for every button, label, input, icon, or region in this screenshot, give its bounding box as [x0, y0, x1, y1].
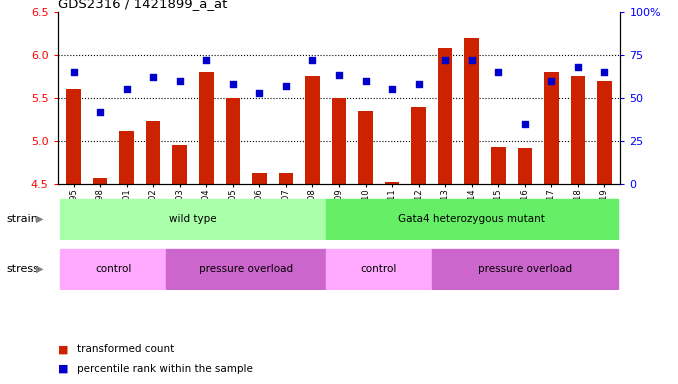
Point — [281, 83, 292, 89]
Point — [201, 57, 212, 63]
Point — [466, 57, 477, 63]
Bar — [438, 48, 452, 184]
Text: Gata4 heterozygous mutant: Gata4 heterozygous mutant — [398, 214, 545, 224]
Bar — [332, 98, 346, 184]
Bar — [146, 121, 161, 184]
Bar — [252, 173, 266, 184]
Text: control: control — [95, 264, 132, 274]
Point — [334, 72, 344, 78]
Bar — [358, 111, 373, 184]
Text: GDS2316 / 1421899_a_at: GDS2316 / 1421899_a_at — [58, 0, 227, 10]
Bar — [517, 148, 532, 184]
Bar — [119, 131, 134, 184]
Point — [227, 81, 238, 87]
Bar — [597, 81, 612, 184]
Text: pressure overload: pressure overload — [199, 264, 293, 274]
Point — [95, 109, 106, 115]
Point — [413, 81, 424, 87]
Bar — [464, 38, 479, 184]
Bar — [279, 173, 293, 184]
Text: stress: stress — [7, 264, 39, 274]
Bar — [93, 178, 107, 184]
Point — [546, 78, 557, 84]
Bar — [167, 248, 325, 289]
Point — [68, 69, 79, 75]
Bar — [60, 248, 167, 289]
Text: percentile rank within the sample: percentile rank within the sample — [77, 364, 252, 374]
Text: ▶: ▶ — [36, 214, 43, 224]
Bar — [172, 146, 187, 184]
Point — [148, 74, 159, 80]
Point — [519, 121, 530, 127]
Point — [440, 57, 451, 63]
Bar — [491, 147, 506, 184]
Bar — [325, 199, 618, 239]
Text: strain: strain — [7, 214, 39, 224]
Point — [174, 78, 185, 84]
Bar — [571, 76, 585, 184]
Text: ■: ■ — [58, 344, 68, 354]
Bar — [385, 182, 399, 184]
Bar — [66, 89, 81, 184]
Point — [360, 78, 371, 84]
Text: ▶: ▶ — [36, 264, 43, 274]
Text: control: control — [361, 264, 397, 274]
Bar — [199, 72, 214, 184]
Bar — [60, 199, 325, 239]
Text: wild type: wild type — [170, 214, 217, 224]
Bar — [226, 98, 240, 184]
Point — [386, 86, 397, 92]
Bar — [305, 76, 320, 184]
Bar — [544, 72, 559, 184]
Point — [599, 69, 610, 75]
Bar — [432, 248, 618, 289]
Point — [493, 69, 504, 75]
Point — [121, 86, 132, 92]
Point — [254, 90, 265, 96]
Point — [307, 57, 318, 63]
Bar — [412, 106, 426, 184]
Text: transformed count: transformed count — [77, 344, 174, 354]
Text: ■: ■ — [58, 364, 68, 374]
Bar — [325, 248, 432, 289]
Text: pressure overload: pressure overload — [478, 264, 572, 274]
Point — [572, 64, 583, 70]
